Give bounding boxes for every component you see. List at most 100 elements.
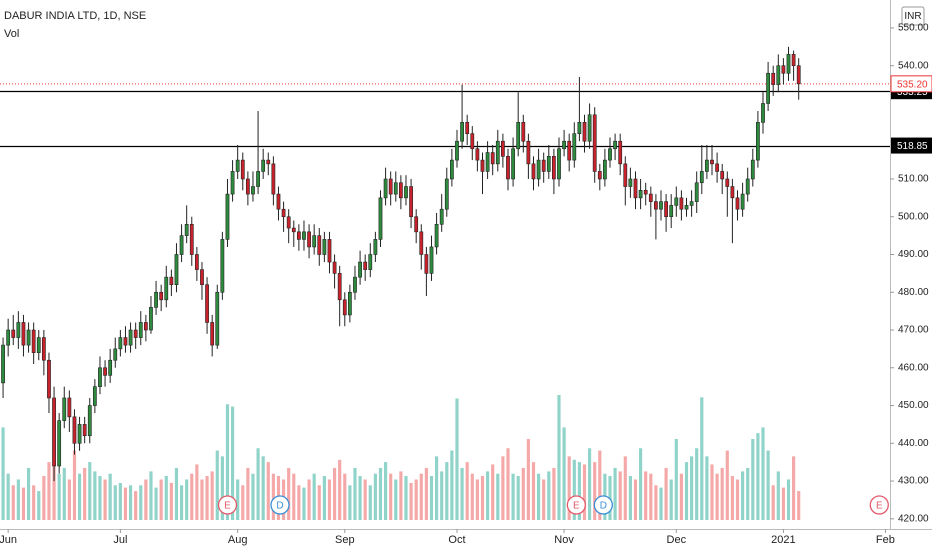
volume-bar [644, 471, 648, 520]
volume-bar [88, 462, 92, 520]
currency-box[interactable] [901, 6, 925, 26]
candle-body [495, 140, 500, 165]
volume-bar [174, 467, 179, 520]
candle-body [118, 337, 123, 350]
volume-bar [236, 479, 240, 520]
volume-bar [67, 479, 71, 520]
volume-bar [348, 485, 352, 520]
candle-body [796, 65, 801, 85]
event-marker[interactable] [593, 495, 614, 515]
candle-body [225, 193, 230, 240]
volume-bar [725, 450, 729, 520]
event-label[interactable]: D [600, 501, 607, 512]
candle-body [103, 367, 107, 376]
volume-bar [98, 476, 102, 520]
candle-body [409, 186, 413, 218]
x-tick-label: Sep [335, 534, 355, 546]
volume-bar [154, 487, 158, 520]
volume-bar [730, 476, 734, 520]
candle-body [133, 329, 138, 338]
candle-body [235, 159, 240, 172]
candle-body [113, 348, 118, 361]
volume-bar [343, 473, 347, 520]
candle-body [694, 182, 699, 202]
candle-body [378, 197, 383, 240]
candle-body [501, 140, 505, 157]
volume-bar [108, 473, 112, 520]
volume-bar [62, 467, 66, 520]
candle-body [154, 291, 158, 308]
volume-bar [118, 482, 122, 520]
candle-body [470, 133, 475, 150]
candle-body [337, 273, 342, 301]
volume-bar [1, 427, 5, 520]
candle-body [516, 122, 521, 150]
volume-bar [287, 467, 291, 520]
volume-bar [552, 467, 556, 520]
volume-bar [455, 398, 459, 520]
volume-bar [327, 479, 332, 520]
volume-bar [486, 471, 490, 520]
candle-body [276, 193, 281, 210]
volume-bar [674, 438, 678, 520]
volume-bar [363, 479, 367, 520]
candle-body [327, 239, 332, 263]
candle-body [296, 231, 301, 240]
event-label[interactable]: E [876, 501, 883, 512]
x-tick-label: Dec [667, 534, 687, 546]
candle-body [679, 197, 684, 210]
x-tick-label: Nov [554, 534, 574, 546]
volume-bar [72, 450, 77, 520]
volume-bar [271, 473, 275, 520]
volume-bar [312, 473, 316, 520]
volume-bar [139, 485, 143, 520]
candle-body [215, 291, 220, 346]
candle-body [781, 65, 786, 74]
event-label[interactable]: D [276, 501, 283, 512]
y-tick-label: 420.00 [898, 513, 929, 524]
y-tick-label: 510.00 [898, 174, 929, 185]
volume-bar [664, 467, 668, 520]
volume-bar [741, 471, 745, 520]
event-marker[interactable] [217, 495, 238, 515]
price-line-box [891, 137, 932, 154]
volume-bar [52, 456, 56, 520]
candle-body [174, 254, 179, 286]
volume-bar [623, 456, 627, 520]
event-label[interactable]: E [573, 501, 580, 512]
volume-bar [251, 473, 255, 520]
event-marker[interactable] [270, 495, 290, 515]
event-marker[interactable] [869, 495, 889, 515]
volume-bar [77, 473, 82, 520]
volume-bar [134, 491, 138, 520]
candle-body [705, 159, 709, 172]
volume-bar [465, 462, 469, 520]
candle-body [388, 178, 393, 195]
volume-bar [445, 462, 449, 520]
volume-bar [440, 471, 444, 520]
event-marker[interactable] [566, 495, 586, 515]
candle-body [404, 186, 408, 199]
price-line-label: 533.25 [897, 87, 928, 98]
volume-bar [149, 471, 153, 520]
candle-body [526, 140, 531, 165]
volume-bar [103, 479, 107, 520]
candle-body [31, 329, 36, 353]
currency[interactable]: INR [904, 11, 921, 22]
candle-body [41, 337, 46, 361]
candle-body [82, 424, 87, 437]
volume-bar [715, 473, 719, 520]
candle-body [531, 163, 536, 180]
volume-bar [26, 467, 31, 520]
x-tick-label: Jul [113, 534, 127, 546]
volume-bar [582, 464, 587, 520]
candle-body [541, 159, 546, 172]
candle-body [766, 72, 770, 104]
candle-body [149, 307, 153, 331]
volume-bar [389, 473, 393, 520]
volume-bar [424, 467, 428, 520]
event-label[interactable]: E [224, 501, 231, 512]
volume-bar [577, 462, 581, 520]
candle-body [307, 231, 311, 248]
candle-body [628, 178, 633, 187]
